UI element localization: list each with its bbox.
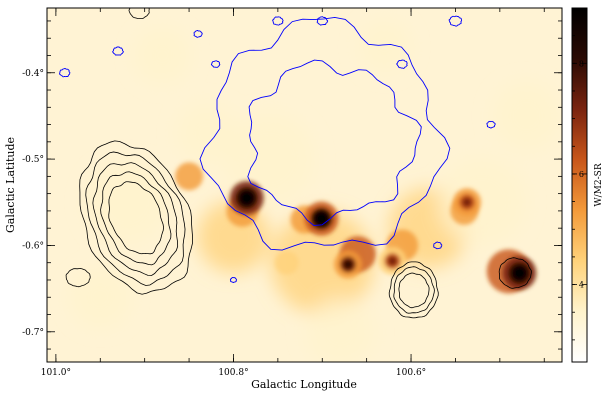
x-tick-label-1: 101.0° xyxy=(41,368,71,378)
hot-spot-5 xyxy=(453,188,481,216)
y-tick-label-2: -0.5° xyxy=(22,155,44,165)
y-tick-label-1: -0.4° xyxy=(22,69,44,79)
hot-spot-2 xyxy=(304,202,338,236)
x-tick-label-3: 100.6° xyxy=(396,368,426,378)
hot-spot-3 xyxy=(334,250,362,278)
x-axis-label: Galactic Longitude xyxy=(251,378,357,391)
y-tick-label-3: -0.6° xyxy=(22,241,44,251)
y-axis-label: Galactic Latitude xyxy=(4,137,17,233)
colorbar-label: W/M2-SR xyxy=(594,163,604,206)
colorbar-tick-label-2: 6 xyxy=(579,170,584,179)
colorbar-tick-label-3: 8 xyxy=(579,59,584,68)
hot-spot-4 xyxy=(378,247,406,275)
y-tick-label-4: -0.7° xyxy=(22,328,44,338)
colorbar-tick-label-1: 4 xyxy=(579,281,584,290)
x-tick-label-2: 100.8° xyxy=(218,368,248,378)
